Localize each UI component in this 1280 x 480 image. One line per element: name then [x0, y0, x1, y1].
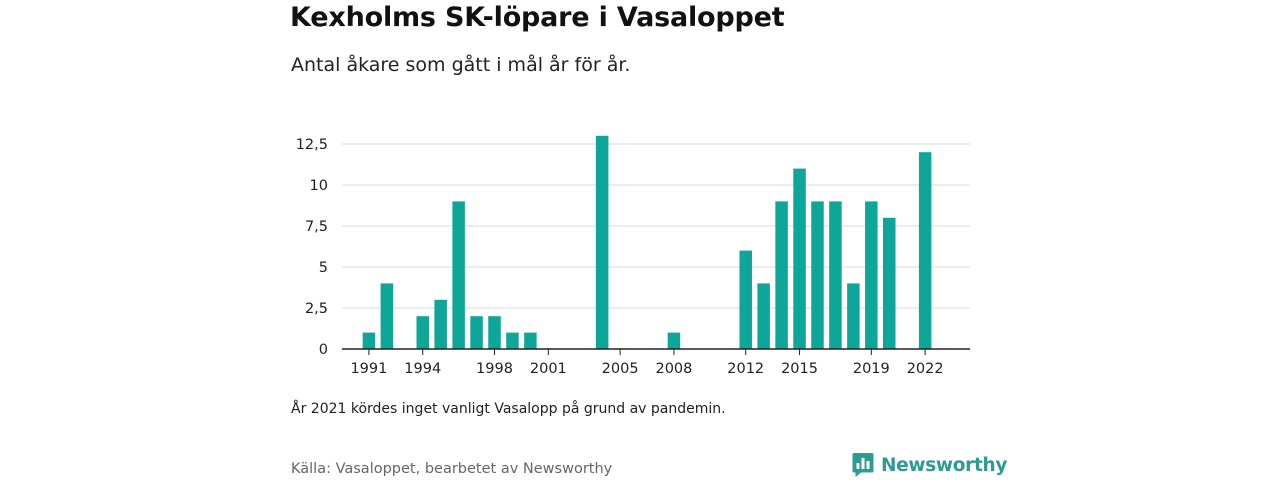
bar	[775, 201, 788, 349]
bar	[811, 201, 824, 349]
bar	[667, 332, 681, 349]
bar	[757, 283, 770, 349]
x-tick-label: 2001	[530, 361, 567, 377]
x-tick-label: 1991	[350, 361, 387, 377]
bar	[416, 316, 429, 349]
bar	[380, 283, 394, 349]
chart-title: Kexholms SK-löpare i Vasaloppet	[290, 2, 785, 33]
bar	[793, 168, 806, 349]
bar	[739, 250, 752, 349]
y-tick-label: 10	[310, 178, 328, 194]
brand-name: Newsworthy	[881, 454, 1008, 476]
x-tick-label: 2012	[727, 361, 764, 377]
brand-logo[interactable]: Newsworthy	[852, 452, 1007, 478]
bar	[829, 201, 842, 349]
x-tick-label: 2008	[655, 361, 692, 377]
y-tick-label: 7,5	[305, 219, 328, 235]
bar	[470, 316, 483, 349]
y-tick-label: 0	[319, 342, 328, 358]
bar	[434, 299, 447, 349]
bar-chart: 0 2,5 5 7,5 10 12,5 1991 1994 1998 2001 2005 2008 20…	[296, 135, 970, 377]
newsworthy-logo-icon	[852, 453, 874, 477]
bar	[595, 135, 609, 349]
source-credit: Källa: Vasaloppet, bearbetet av Newswort…	[291, 461, 613, 477]
bar	[452, 201, 465, 349]
chart-note: År 2021 kördes inget vanligt Vasalopp på…	[291, 401, 726, 417]
x-tick-label: 2005	[602, 361, 639, 377]
x-tick-label: 1994	[404, 361, 441, 377]
bar	[488, 316, 501, 349]
y-tick-label: 2,5	[305, 301, 328, 317]
bar	[883, 217, 896, 349]
bar	[524, 332, 537, 349]
x-tick-label: 1998	[476, 361, 513, 377]
x-tick-label: 2019	[853, 361, 890, 377]
bar	[506, 332, 519, 349]
chart-subtitle: Antal åkare som gått i mål år för år.	[291, 54, 631, 76]
x-tick-label: 2015	[781, 361, 818, 377]
bar	[918, 152, 932, 349]
x-tick-label: 2022	[907, 361, 944, 377]
bar	[362, 332, 376, 349]
bar	[847, 283, 860, 349]
y-tick-label: 12,5	[296, 137, 328, 153]
bar	[865, 201, 878, 349]
y-tick-label: 5	[319, 260, 328, 276]
